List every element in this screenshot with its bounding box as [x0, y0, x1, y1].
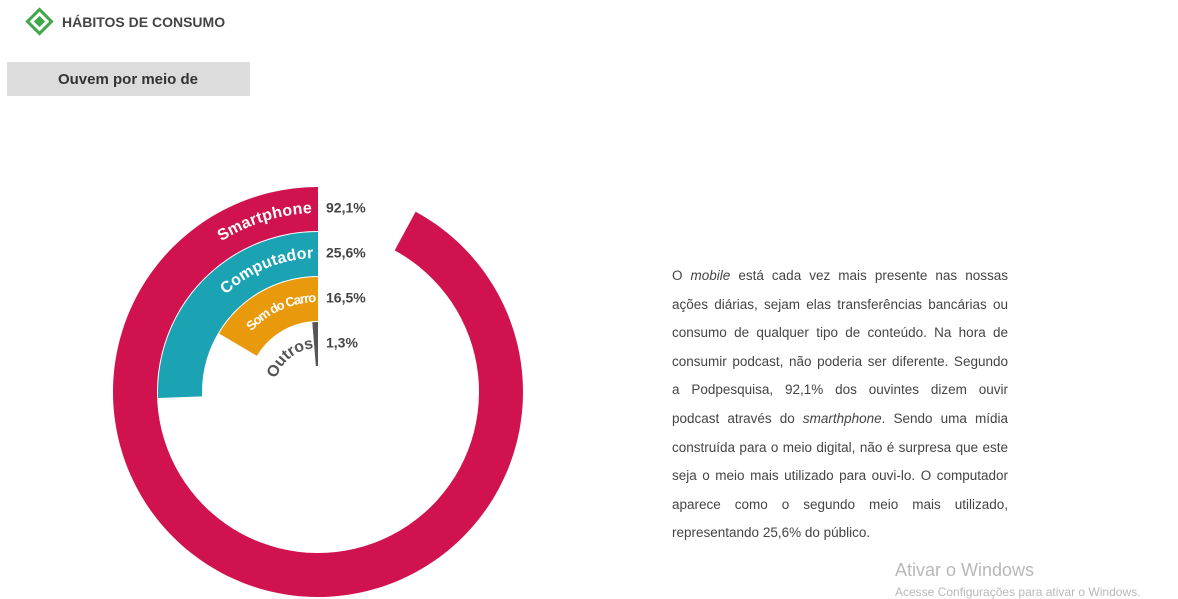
value-label: 92,1% [326, 200, 366, 216]
value-label: 16,5% [326, 290, 366, 306]
watermark-text: Acesse Configurações para ativar o Windo… [895, 585, 1141, 599]
text-run: O [672, 268, 691, 283]
paragraph: O mobile está cada vez mais presente nas… [672, 262, 1008, 548]
radial-bar [219, 277, 318, 356]
value-label: 1,3% [326, 335, 358, 351]
subtitle: Ouvem por meio de [58, 71, 198, 88]
value-label: 25,6% [326, 245, 366, 261]
category-label: Outros [264, 335, 314, 380]
subtitle-bar [7, 62, 250, 96]
header-title: HÁBITOS DE CONSUMO [62, 14, 225, 30]
emphasis: mobile [690, 268, 731, 283]
text-run: está cada vez mais presente nas nossas a… [672, 268, 1008, 426]
radial-bar [312, 322, 318, 367]
emphasis: smarthphone [802, 410, 882, 426]
text-run: . Sendo uma mídia construída para o meio… [672, 410, 1008, 541]
logo [25, 7, 54, 36]
watermark-title: Ativar o Windows [895, 560, 1035, 580]
radial-bar [158, 232, 318, 399]
category-label-text: Outros [264, 335, 315, 380]
